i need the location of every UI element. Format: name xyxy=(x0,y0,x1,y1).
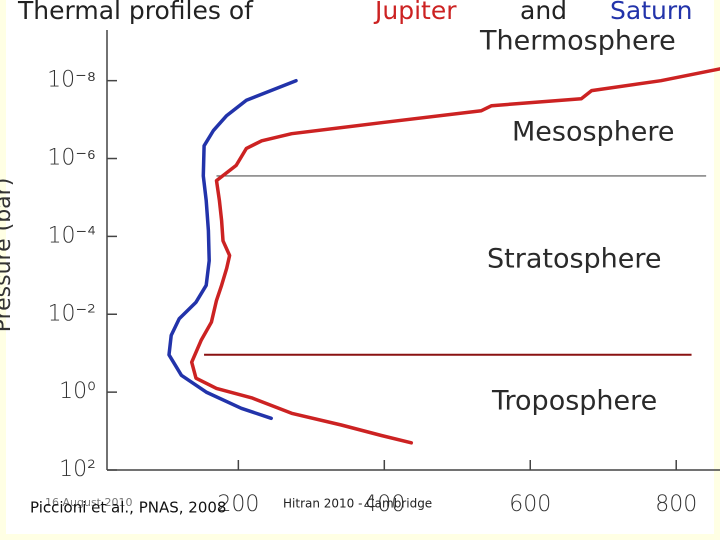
footer-event: Hitran 2010 - Cambridge xyxy=(283,497,432,511)
x-tick-label: 400 xyxy=(363,492,405,517)
y-tick-label: 10⁻⁸ xyxy=(47,68,96,93)
x-tick-label: 600 xyxy=(509,492,551,517)
annotation: Troposphere xyxy=(491,386,657,417)
annotation: Thermosphere xyxy=(479,26,676,57)
annotation: Mesosphere xyxy=(512,117,675,148)
y-tick-label: 10² xyxy=(59,457,96,482)
profile-line xyxy=(167,78,298,421)
y-tick-label: 10⁰ xyxy=(59,379,96,404)
chart-title: and xyxy=(520,0,567,25)
y-axis-title: Pressure (bar) xyxy=(0,178,16,333)
y-tick-label: 10⁻⁴ xyxy=(48,223,96,248)
x-tick-label: 200 xyxy=(217,492,259,517)
plot: Thermal profiles of Jupiter and Saturn 10⁻⁸ 1… xyxy=(17,0,720,517)
chart-title: Saturn xyxy=(610,0,693,25)
y-tick-label: 10⁻² xyxy=(48,301,96,326)
annotation: Stratosphere xyxy=(487,244,662,275)
footer-citation: Piccioni et al., PNAS, 2008 xyxy=(30,499,226,517)
chart-title: Thermal profiles of xyxy=(17,0,254,25)
x-tick-label: 800 xyxy=(655,492,697,517)
chart-title: Jupiter xyxy=(373,0,457,25)
y-tick-label: 10⁻⁶ xyxy=(47,146,96,171)
profile-line xyxy=(189,67,720,445)
footer-date: 16 August 2010 xyxy=(45,496,132,509)
